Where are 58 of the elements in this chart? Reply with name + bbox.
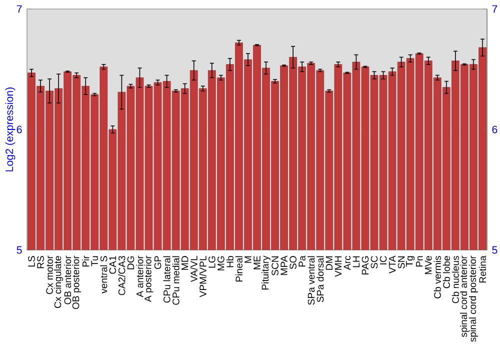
x-tick-label: SO	[290, 256, 296, 270]
x-tick-label: Cb lobe	[442, 256, 450, 288]
x-tick-label: SPa ventral	[308, 256, 315, 305]
y-axis-title: Log2 (expression)	[5, 88, 16, 172]
x-tick-label: VMH	[334, 256, 342, 277]
x-tick-label: Pir	[82, 256, 90, 267]
x-tick-label: GP	[154, 256, 162, 269]
x-tick-label: SCN	[272, 256, 278, 276]
x-tick-label: spinal cord posterior	[468, 256, 478, 342]
x-tick-label: Cx cingulate	[54, 256, 64, 308]
x-tick-label: Retina	[478, 256, 486, 283]
x-tick-label: OB anterior	[64, 256, 72, 304]
x-tick-label: Arc	[344, 256, 351, 270]
y2-tick-label: 6	[492, 126, 498, 134]
x-tick-label: Hb	[226, 256, 234, 268]
x-tick-label: CA1	[109, 256, 116, 274]
x-tick-label: VPM/VPL	[199, 256, 206, 298]
x-tick-label: VTA	[388, 256, 396, 274]
x-tick-label: IC	[380, 256, 387, 264]
y-tick-label: 6	[16, 126, 22, 134]
x-tick-label: PAG	[362, 256, 369, 274]
x-tick-label: Pn	[416, 256, 423, 267]
x-tick-label: SN	[398, 256, 405, 268]
x-tick-label: ventral S	[100, 256, 108, 294]
x-tick-label: Cx motor	[46, 256, 53, 294]
x-tick-label: VA/VL	[190, 256, 198, 282]
x-tick-label: ME	[254, 256, 260, 270]
x-tick-label: Pituitary	[262, 256, 270, 290]
x-tick-label: RS	[37, 256, 44, 268]
x-tick-label: LH	[352, 256, 360, 268]
x-tick-label: CPu medial	[172, 256, 180, 305]
x-tick-label: SPa dorsal	[316, 256, 324, 302]
x-tick-label: OB posterior	[72, 256, 82, 310]
x-tick-label: Tg	[406, 256, 415, 267]
x-tick-label: CPu lateral	[163, 256, 170, 303]
x-tick-label: M	[244, 256, 252, 263]
x-tick-label: LG	[208, 256, 216, 268]
x-tick-label: spinal cord anterior	[460, 256, 469, 337]
y2-tick-label: 5	[492, 246, 498, 254]
y2-tick-label: 7	[492, 5, 498, 13]
y-tick-label: 5	[16, 246, 22, 254]
x-tick-label: LS	[28, 256, 35, 267]
x-tick-label: Tu	[91, 256, 98, 266]
y-tick-label: 7	[16, 5, 22, 13]
x-tick-label: A posterior	[144, 256, 154, 302]
x-tick-label: CA2/CA3	[118, 256, 126, 296]
x-tick-label: DG	[127, 256, 134, 270]
x-tick-label: SC	[370, 256, 378, 268]
x-tick-label: MG	[218, 256, 224, 270]
x-tick-label: DM	[326, 256, 332, 270]
x-tick-label: MD	[182, 256, 188, 270]
x-tick-label: MPA	[280, 256, 288, 275]
x-tick-label: A anterior	[136, 256, 144, 298]
x-tick-label: Pineal	[235, 256, 242, 282]
x-tick-label: Pa	[298, 256, 306, 267]
x-tick-label: MVe	[425, 256, 432, 274]
x-tick-label: Cb vermis	[434, 256, 441, 298]
x-tick-label: Cb nucleus	[452, 256, 459, 304]
